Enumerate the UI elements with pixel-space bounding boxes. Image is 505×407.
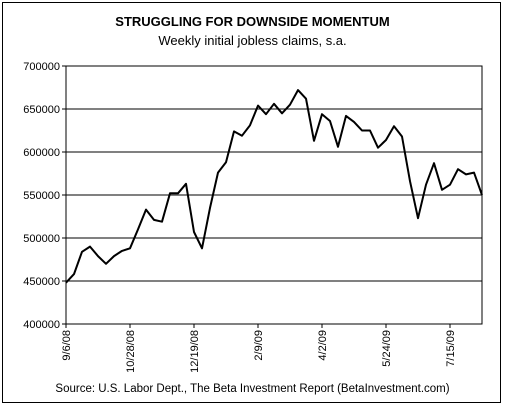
chart-title: STRUGGLING FOR DOWNSIDE MOMENTUM <box>115 14 390 29</box>
y-tick-label: 700000 <box>23 61 60 73</box>
x-tick-label: 5/24/09 <box>381 330 393 367</box>
y-tick-label: 400000 <box>23 319 60 331</box>
x-tick-label: 2/9/09 <box>253 330 265 361</box>
chart-source: Source: U.S. Labor Dept., The Beta Inves… <box>55 383 450 395</box>
chart-subtitle: Weekly initial jobless claims, s.a. <box>158 33 347 48</box>
y-tick-label: 500000 <box>23 233 60 245</box>
x-tick-label: 10/28/08 <box>125 330 137 373</box>
y-tick-label: 450000 <box>23 276 60 288</box>
x-tick-label: 12/19/08 <box>189 330 201 373</box>
y-tick-label: 550000 <box>23 190 60 202</box>
x-tick-label: 7/15/09 <box>445 330 457 367</box>
y-tick-label: 650000 <box>23 104 60 116</box>
x-tick-label: 9/6/08 <box>61 330 73 361</box>
x-tick-label: 4/2/09 <box>317 330 329 361</box>
y-tick-label: 600000 <box>23 147 60 159</box>
series-line-jobless-claims <box>65 89 483 284</box>
